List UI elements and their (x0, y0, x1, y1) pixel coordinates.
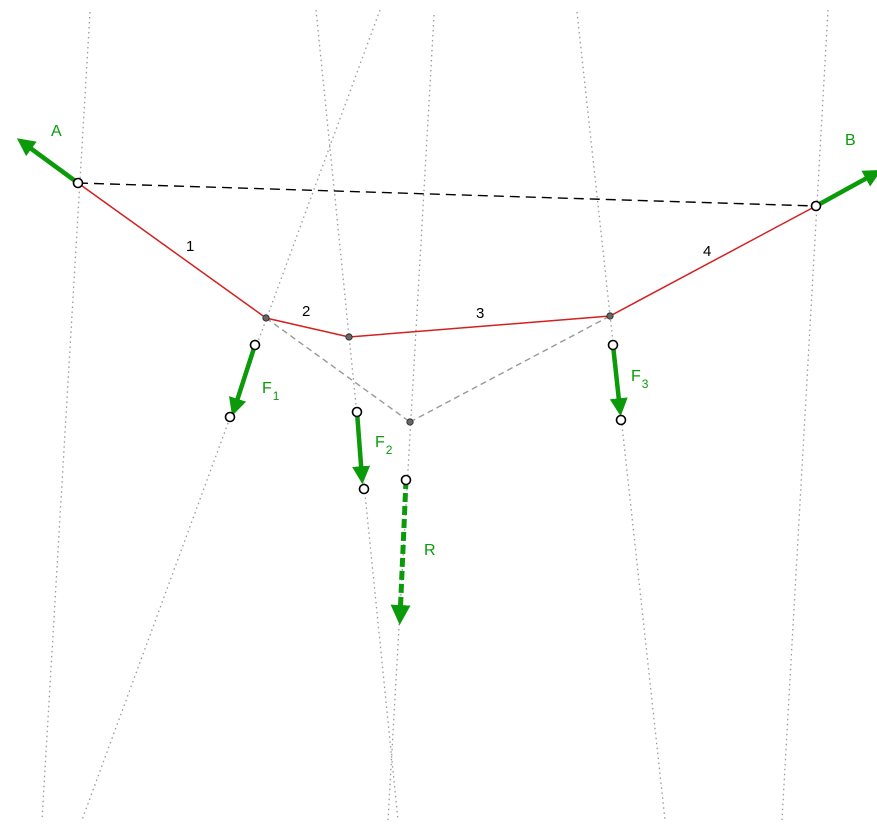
endpoint-circles (72, 177, 822, 495)
dotted-line-a (41, 11, 91, 821)
closing-line (77, 182, 817, 207)
force-f3-end[interactable] (615, 414, 627, 426)
dotted-line-r (387, 14, 435, 821)
reaction-b-arrow (814, 169, 877, 208)
node-1-2 (262, 314, 270, 322)
force-f1-arrow (229, 344, 258, 416)
node-2-3 (345, 333, 353, 341)
force-f2-end[interactable] (358, 483, 370, 495)
label-f2: F2 (375, 434, 393, 457)
force-f2-arrow (352, 411, 371, 485)
label-segment-2: 2 (302, 303, 310, 320)
label-segment-1: 1 (186, 238, 194, 255)
force-f2-start[interactable] (351, 406, 363, 418)
forces (16, 138, 877, 625)
reaction-a-arrow (16, 138, 80, 185)
label-segment-4: 4 (703, 243, 711, 260)
node-3-4 (606, 312, 614, 320)
label-segment-3: 3 (476, 305, 484, 322)
support-b-point[interactable] (810, 200, 822, 212)
label-f1: F1 (262, 380, 280, 403)
resultant-arrow (390, 479, 411, 625)
node-resultant (406, 418, 414, 426)
force-f1-end[interactable] (224, 411, 236, 423)
force-f3-arrow (609, 344, 628, 417)
label-r: R (424, 542, 436, 559)
label-b: B (845, 132, 856, 149)
dotted-line-f2 (315, 9, 399, 821)
force-f1-start[interactable] (249, 339, 261, 351)
support-a-point[interactable] (72, 177, 84, 189)
label-f3: F3 (631, 368, 649, 391)
dotted-lines (41, 9, 829, 821)
dotted-line-b (781, 9, 829, 821)
label-a: A (51, 123, 62, 140)
construction-line-right (409, 315, 611, 423)
force-f3-start[interactable] (607, 339, 619, 351)
polygon-nodes (262, 312, 614, 426)
construction-lines (265, 315, 611, 423)
resultant-start[interactable] (400, 474, 412, 486)
labels: A B 1 2 3 4 F1 F2 F3 R (51, 123, 856, 559)
string-polygon (77, 182, 817, 338)
